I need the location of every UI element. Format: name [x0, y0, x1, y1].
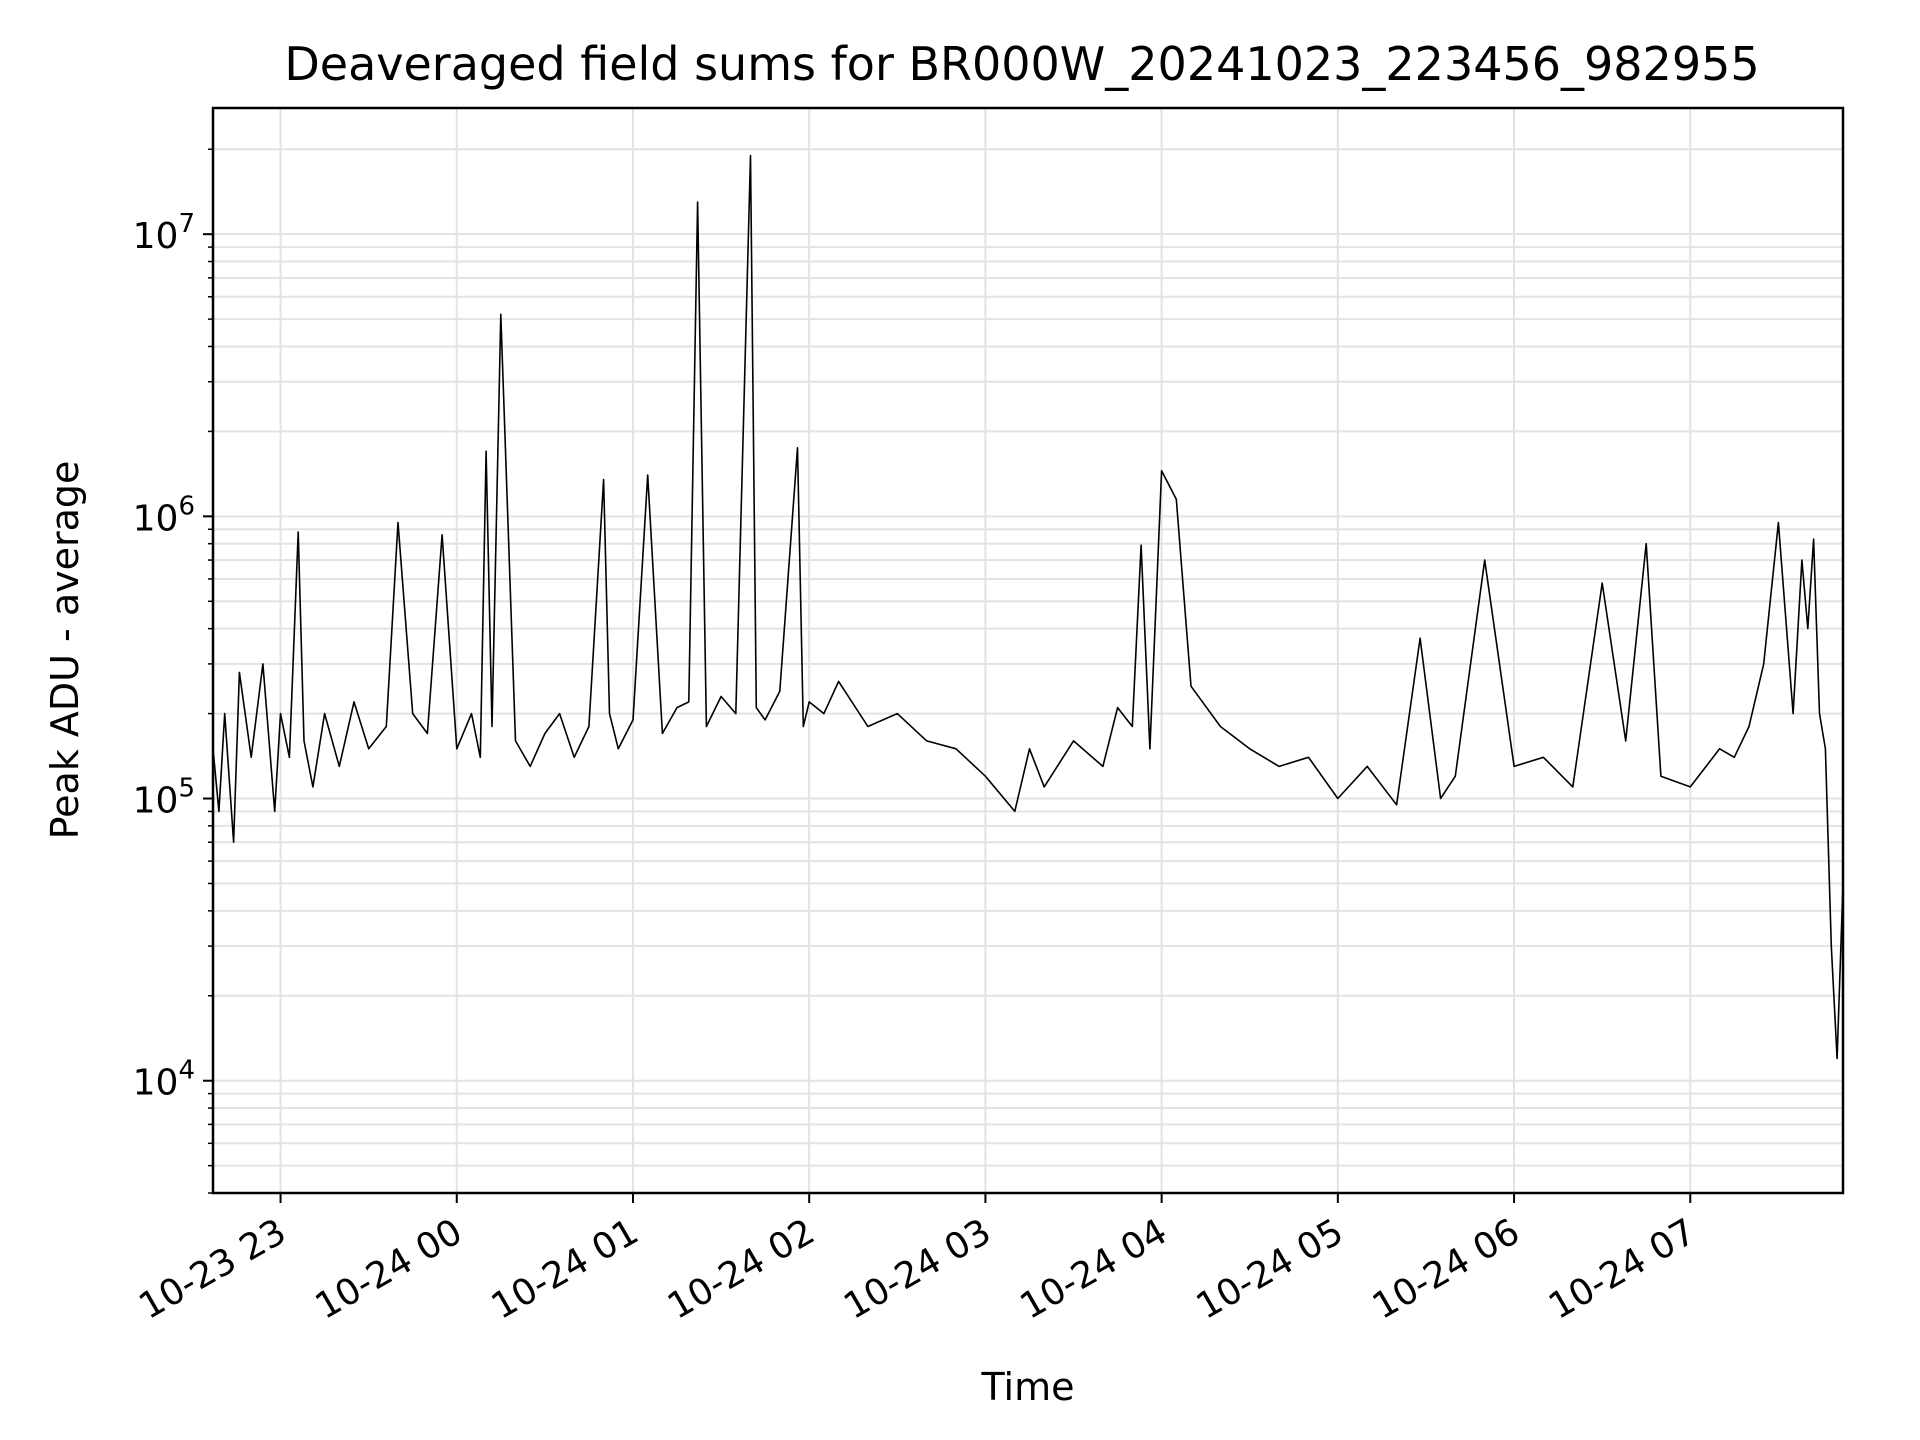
y-tick-label: 105: [133, 774, 195, 822]
plot-frame: [211, 106, 1845, 1195]
series-line: [212, 154, 1844, 1060]
y-tick-label: 107: [133, 209, 195, 257]
y-tick-label: 104: [133, 1056, 195, 1104]
x-tick-label: 10-23 23: [132, 1211, 293, 1327]
x-axis-label: Time: [981, 1365, 1075, 1409]
x-tick-label: 10-24 00: [309, 1211, 470, 1327]
y-axis-label: Peak ADU - average: [43, 461, 87, 840]
x-tick-label: 10-24 01: [485, 1211, 646, 1327]
grid-layer: [213, 108, 1843, 1194]
x-tick-label: 10-24 06: [1366, 1211, 1527, 1327]
y-tick-label: 106: [133, 491, 195, 539]
x-tick-label: 10-24 03: [837, 1211, 998, 1327]
x-tick-label: 10-24 05: [1190, 1211, 1351, 1327]
x-tick-label: 10-24 04: [1013, 1211, 1174, 1327]
chart-title: Deaveraged field sums for BR000W_2024102…: [284, 37, 1759, 91]
x-tick-label: 10-24 07: [1542, 1211, 1703, 1327]
x-tick-label: 10-24 02: [661, 1211, 822, 1327]
